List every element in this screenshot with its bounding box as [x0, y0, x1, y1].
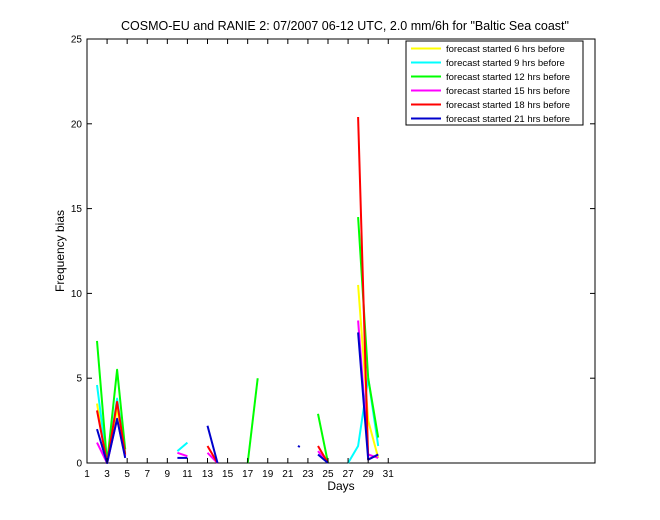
y-tick-label: 0 [76, 459, 82, 470]
series-3-line [357, 217, 380, 438]
series-6-line [297, 445, 301, 448]
y-tick-label: 20 [71, 119, 83, 130]
legend-box [405, 40, 584, 126]
data-lines [96, 116, 380, 464]
x-axis-title: Days [327, 479, 354, 493]
x-axis-ticks: 1 3 5 7 9 11 13 15 17 19 21 23 25 27 29 31 [84, 39, 394, 480]
series-4-line [177, 451, 188, 458]
y-tick-label: 25 [71, 35, 83, 46]
x-tick-label: 1 [84, 469, 90, 480]
series-3-line [317, 413, 329, 464]
legend-label-1: forecast started 6 hrs before [446, 44, 565, 55]
series-5-line [317, 445, 329, 464]
series-3 [96, 217, 380, 464]
y-tick-label: 10 [71, 289, 83, 300]
series-3-line [246, 378, 259, 464]
legend-label-4: forecast started 15 hrs before [446, 86, 570, 97]
series-2-line [176, 441, 189, 452]
series-3-line [96, 340, 127, 464]
y-axis-ticks: 0 5 10 15 20 25 [71, 35, 595, 470]
x-tick-label: 17 [242, 469, 254, 480]
x-tick-label: 31 [383, 469, 395, 480]
series-1-line [357, 284, 380, 459]
series-6-line [96, 417, 127, 464]
legend-label-5: forecast started 18 hrs before [446, 100, 570, 111]
x-tick-label: 27 [343, 469, 355, 480]
legend: forecast started 6 hrs before forecast st… [405, 40, 584, 126]
chart-title: COSMO-EU and RANIE 2: 07/2007 06-12 UTC,… [121, 19, 569, 33]
x-tick-label: 23 [302, 469, 314, 480]
y-tick-label: 15 [71, 204, 83, 215]
series-6-line [317, 453, 329, 464]
series-5-line [96, 400, 127, 464]
y-tick-label: 5 [76, 374, 82, 385]
x-tick-label: 11 [182, 469, 193, 480]
x-tick-label: 29 [363, 469, 375, 480]
x-tick-label: 7 [144, 469, 150, 480]
x-tick-label: 5 [124, 469, 130, 480]
legend-label-3: forecast started 12 hrs before [446, 72, 570, 83]
x-tick-label: 9 [165, 469, 171, 480]
series-6-line [206, 425, 219, 464]
y-axis-title: Frequency bias [53, 210, 67, 292]
x-tick-label: 13 [202, 469, 214, 480]
x-tick-label: 21 [282, 469, 294, 480]
x-tick-label: 3 [104, 469, 110, 480]
x-tick-label: 15 [222, 469, 234, 480]
x-tick-label: 25 [322, 469, 334, 480]
legend-label-2: forecast started 9 hrs before [446, 58, 565, 69]
x-tick-label: 19 [262, 469, 274, 480]
legend-label-6: forecast started 21 hrs before [446, 114, 570, 125]
